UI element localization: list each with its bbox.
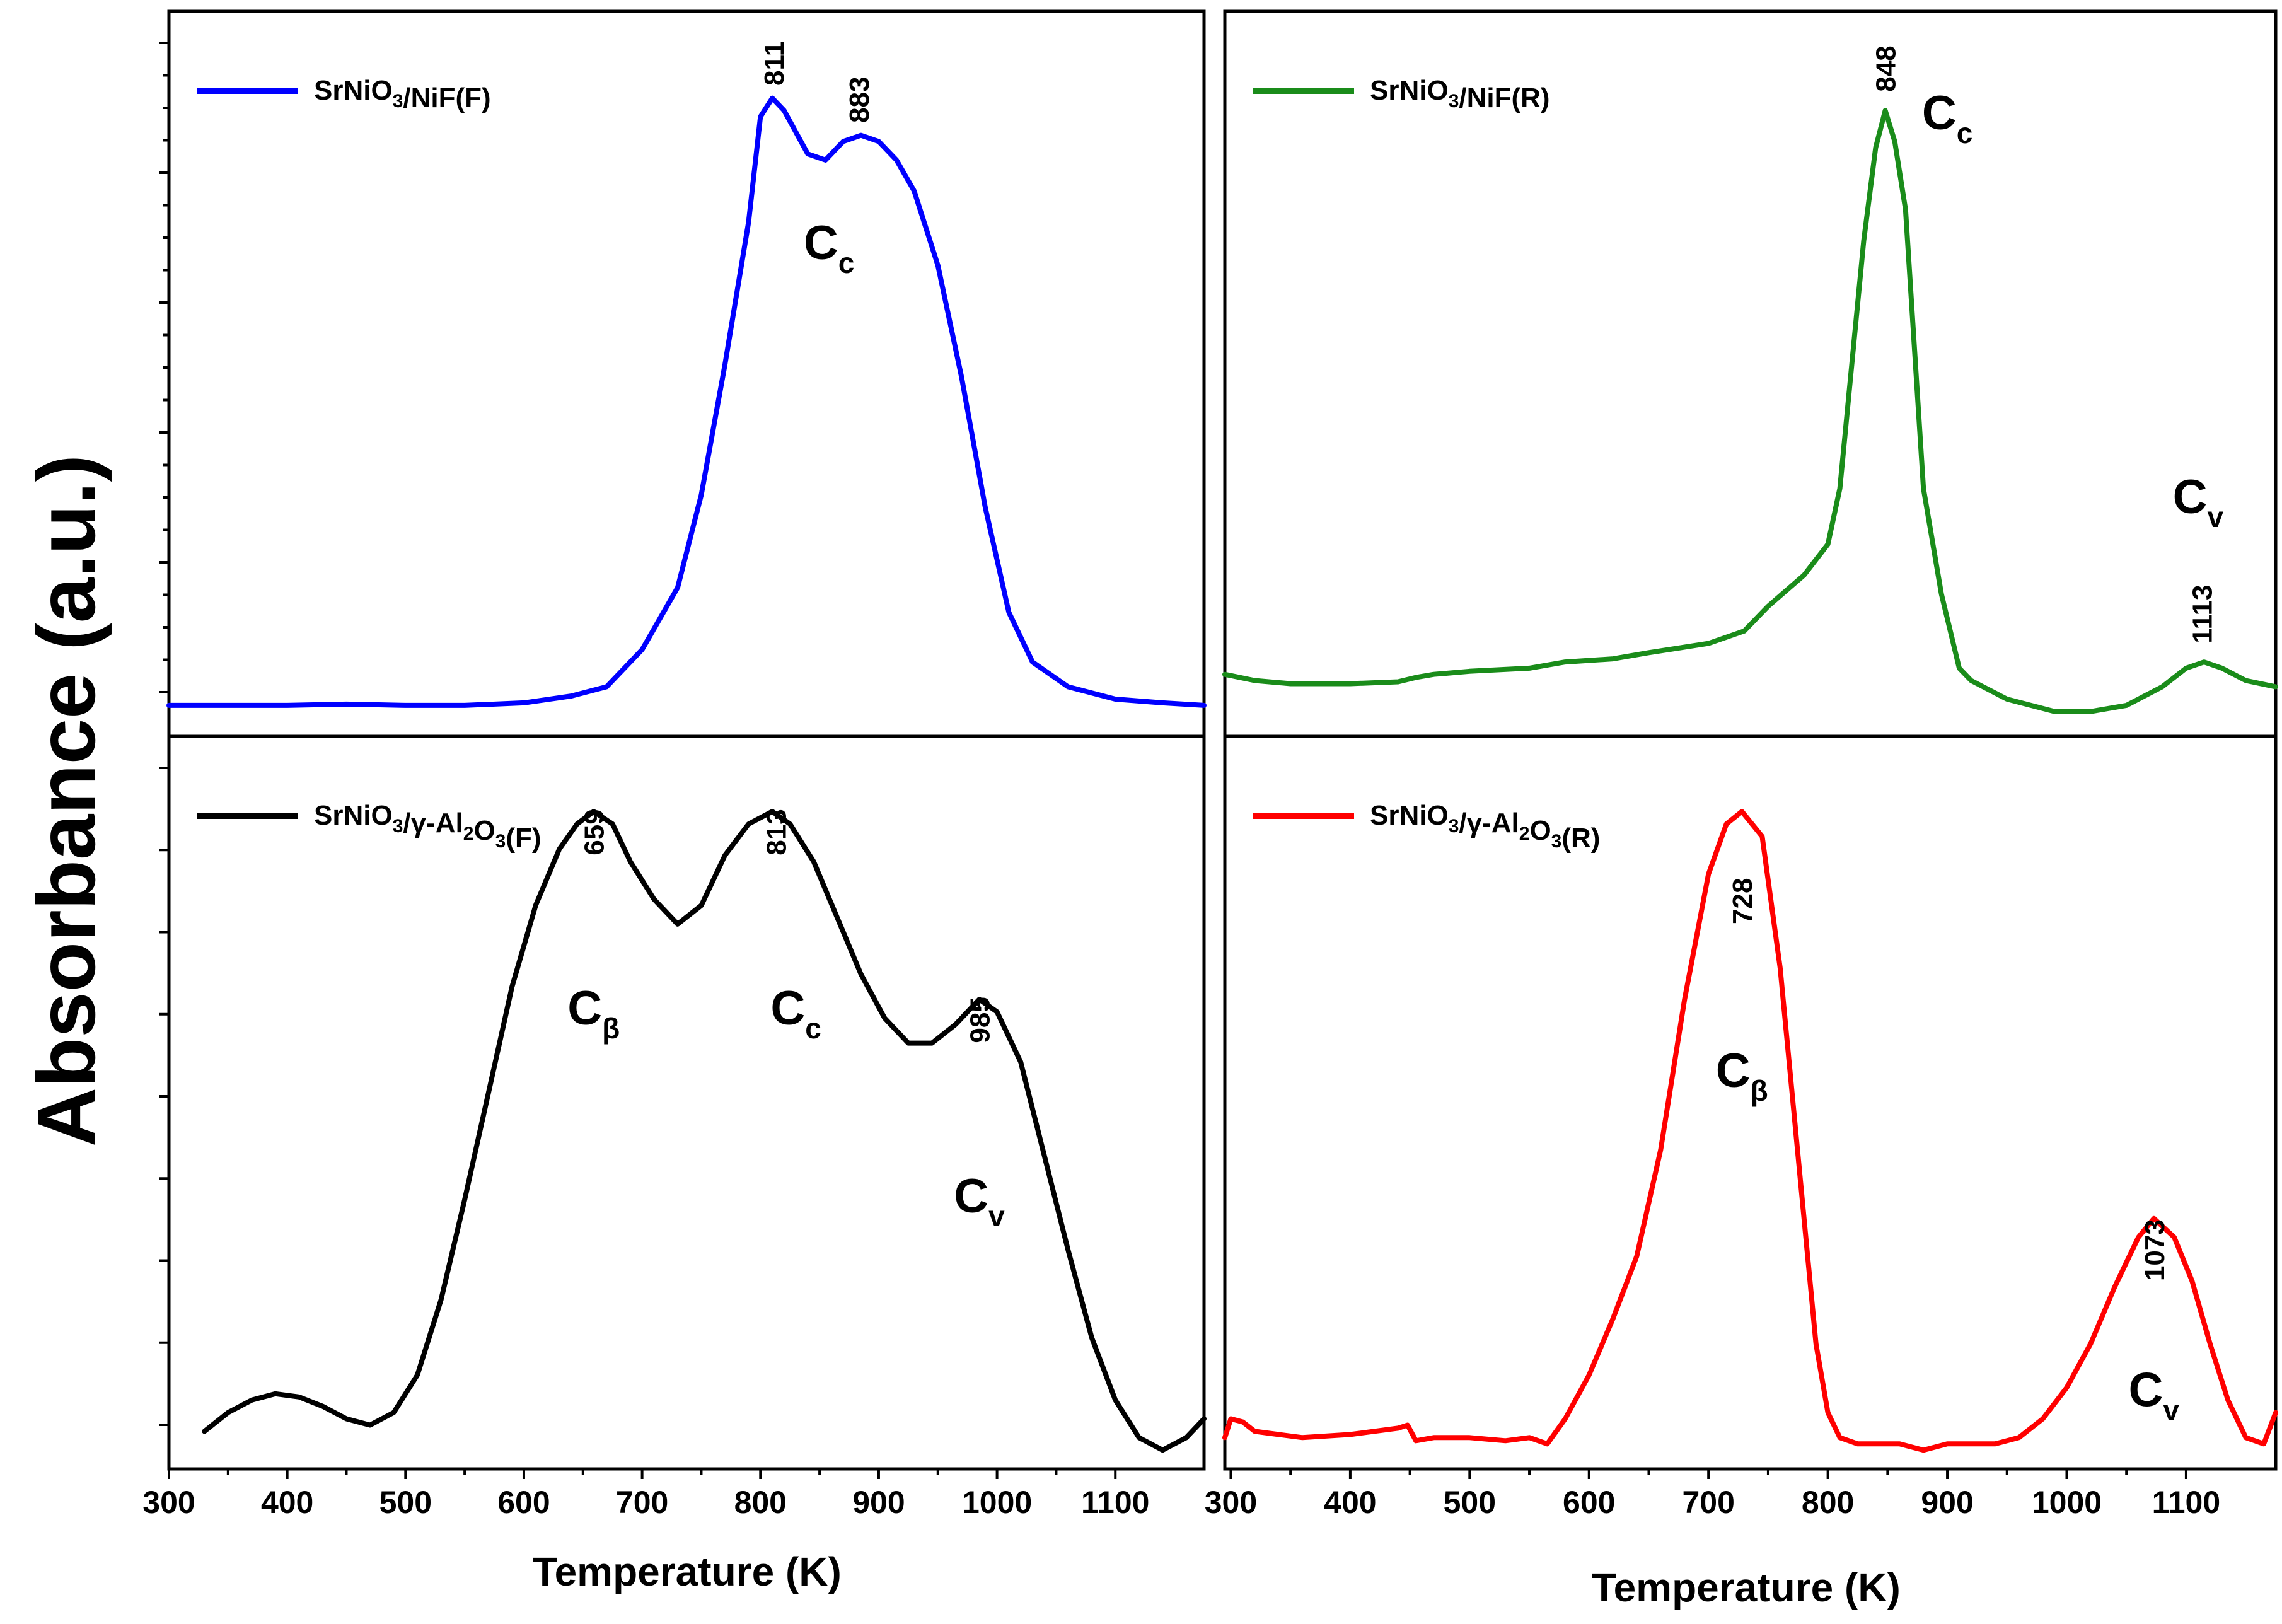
peak-label: 728 (1727, 878, 1758, 924)
x-tick-label: 1000 (962, 1485, 1032, 1520)
band-label: Cv (2129, 1364, 2180, 1427)
x-axis-title-right: Temperature (K) (1592, 1565, 1901, 1610)
legend: SrNiO3/NiF(R) (1253, 75, 1550, 113)
x-tick-label: 700 (1682, 1485, 1734, 1520)
plot-frame (167, 734, 1206, 1471)
chart-panel-top-left: SrNiO3/NiF(F) 811 883 Cc (159, 9, 1207, 738)
peak-label: 985 (964, 997, 995, 1043)
series-line (202, 809, 1207, 1453)
x-tick-label: 800 (734, 1485, 787, 1520)
peak-label: 883 (844, 77, 875, 123)
x-tick-label: 400 (1324, 1485, 1376, 1520)
x-tick-label: 900 (852, 1485, 905, 1520)
y-axis-title: Absorbance (a.u.) (20, 455, 112, 1147)
chart-panel-bottom-right: 300 400 500 600 700 800 900 1000 1100 SrNiO3/γ-Al… (1205, 734, 2278, 1520)
x-tick-label: 500 (1444, 1485, 1496, 1520)
x-tick-label: 600 (497, 1485, 550, 1520)
legend-label: SrNiO3/NiF(F) (314, 75, 491, 113)
band-label: Cc (770, 982, 821, 1045)
peak-label: 811 (759, 41, 790, 86)
peak-label: 1113 (2187, 585, 2218, 644)
band-label: Cv (2173, 470, 2224, 533)
chart-panel-bottom-left: 300 400 500 600 700 800 900 1000 1100 SrNiO3/γ-Al… (142, 734, 1207, 1520)
panels: SrNiO3/NiF(F) 811 883 Cc SrNiO3/NiF(R) 848 111… (142, 9, 2278, 1520)
series-line (1222, 809, 2278, 1453)
chart-panel-top-right: SrNiO3/NiF(R) 848 1113 Cc Cv (1222, 9, 2278, 738)
x-tick-label: 300 (1205, 1485, 1257, 1520)
legend: SrNiO3/γ-Al2O3(R) (1253, 800, 1600, 854)
x-tick-label: 900 (1921, 1485, 1973, 1520)
series-line (166, 95, 1207, 708)
series-line (1222, 108, 2278, 714)
x-axis-title-left: Temperature (K) (533, 1549, 842, 1594)
plot-frame (167, 9, 1206, 738)
x-tick-label: 600 (1563, 1485, 1615, 1520)
x-tick-label: 400 (261, 1485, 313, 1520)
x-tick-label: 800 (1802, 1485, 1854, 1520)
x-tick-label: 300 (142, 1485, 195, 1520)
band-label: Cc (1922, 86, 1972, 149)
x-tick-label: 700 (616, 1485, 668, 1520)
peak-label: 813 (762, 809, 792, 855)
band-label: Cβ (567, 982, 620, 1045)
peak-label: 659 (579, 809, 610, 855)
x-tick-label: 1100 (1081, 1485, 1149, 1520)
x-tick-label: 1000 (2032, 1485, 2102, 1520)
legend: SrNiO3/NiF(F) (197, 75, 491, 113)
legend-label: SrNiO3/γ-Al2O3(F) (314, 800, 542, 854)
x-tick-label: 500 (379, 1485, 432, 1520)
legend: SrNiO3/γ-Al2O3(F) (197, 800, 542, 854)
band-label: Cβ (1716, 1044, 1768, 1107)
legend-label: SrNiO3/NiF(R) (1370, 75, 1550, 113)
x-tick-label: 1100 (2152, 1485, 2220, 1520)
plot-frame (1223, 734, 2278, 1471)
legend-label: SrNiO3/γ-Al2O3(R) (1370, 800, 1600, 854)
band-label: Cv (954, 1169, 1005, 1232)
peak-label: 848 (1871, 45, 1902, 91)
peak-label: 1073 (2140, 1219, 2170, 1281)
band-label: Cc (804, 216, 854, 279)
